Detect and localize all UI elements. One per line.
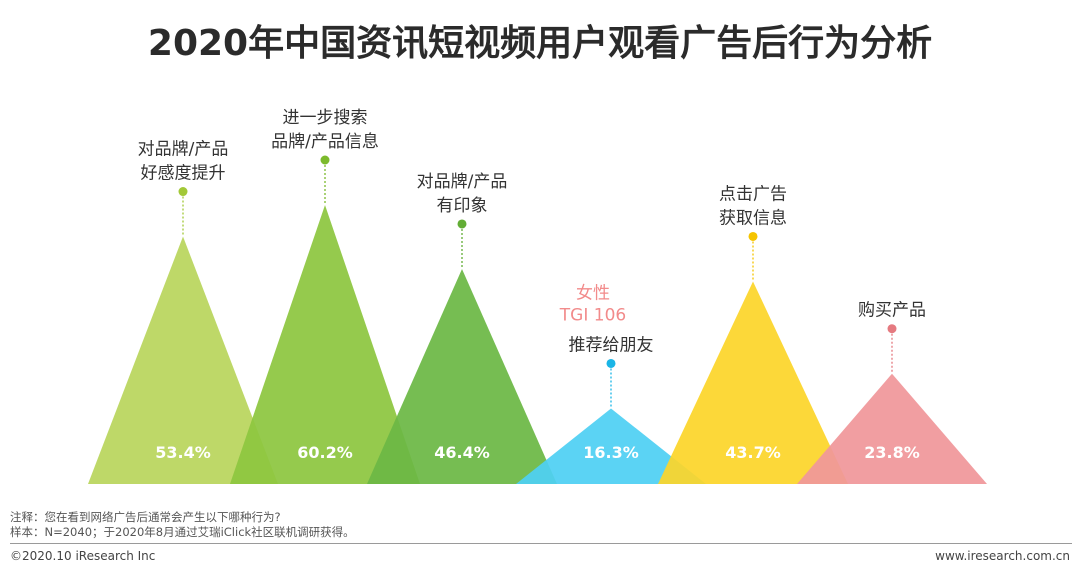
category-label-3: 有印象 xyxy=(437,196,488,216)
marker-dot-1 xyxy=(178,187,188,197)
category-label-2: 品牌/产品信息 xyxy=(271,132,379,152)
value-label-1: 53.4% xyxy=(155,443,211,462)
category-label-1: 好感度提升 xyxy=(141,164,226,184)
category-label-4: 推荐给朋友 xyxy=(569,335,654,355)
marker-dot-2 xyxy=(320,155,330,165)
marker-dot-4 xyxy=(606,358,616,368)
footnote-sample: 样本：N=2040；于2020年8月通过艾瑞iClick社区联机调研获得。 xyxy=(10,525,355,539)
category-label-3: 对品牌/产品 xyxy=(417,172,508,192)
website-link: www.iresearch.com.cn xyxy=(935,549,1070,563)
category-label-1: 对品牌/产品 xyxy=(138,140,229,160)
marker-dot-3 xyxy=(457,219,467,229)
footnote-note: 注释：您在看到网络广告后通常会产生以下哪种行为? xyxy=(10,510,281,524)
copyright-text: ©2020.10 iResearch Inc xyxy=(10,549,156,563)
value-label-3: 46.4% xyxy=(434,443,490,462)
value-label-6: 23.8% xyxy=(864,443,920,462)
annotation-label: 女性 xyxy=(576,283,610,303)
triangle-bar-5 xyxy=(658,281,848,484)
value-label-5: 43.7% xyxy=(725,443,781,462)
value-label-4: 16.3% xyxy=(583,443,639,462)
value-label-2: 60.2% xyxy=(297,443,353,462)
triangle-bar-2 xyxy=(230,205,420,484)
category-label-5: 点击广告 xyxy=(719,184,787,204)
annotation-label: TGI 106 xyxy=(559,305,626,325)
triangle-bar-6 xyxy=(797,373,987,484)
category-label-5: 获取信息 xyxy=(719,208,787,228)
triangle-bar-3 xyxy=(367,268,557,484)
triangle-bar-1 xyxy=(88,236,278,484)
chart-area: 对品牌/产品好感度提升53.4%进一步搜索品牌/产品信息60.2%对品牌/产品有… xyxy=(88,108,987,484)
category-label-6: 购买产品 xyxy=(858,301,926,321)
marker-dot-5 xyxy=(748,231,758,241)
marker-dot-6 xyxy=(887,324,897,334)
triangle-bar-4 xyxy=(516,408,706,484)
footer-divider xyxy=(10,543,1072,544)
category-label-2: 进一步搜索 xyxy=(283,108,368,128)
chart-title: 2020年中国资讯短视频用户观看广告后行为分析 xyxy=(147,23,933,64)
